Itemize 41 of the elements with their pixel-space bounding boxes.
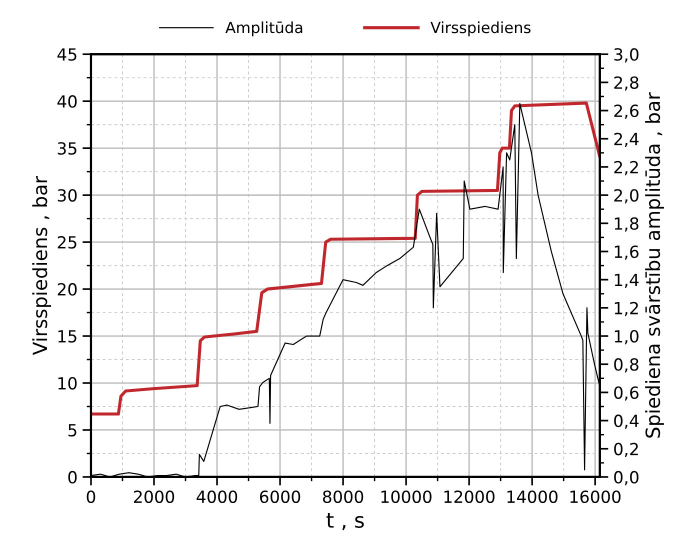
y-tick-label: 10 bbox=[58, 376, 77, 390]
x-tick-label: 0 bbox=[86, 490, 96, 504]
x-tick-label: 6000 bbox=[260, 490, 300, 504]
y2-tick-label: 2,4 bbox=[614, 132, 639, 148]
y2-axis-title: Spiediena svārstību amplitūda , bar bbox=[645, 92, 664, 438]
y2-tick-label: 0,4 bbox=[614, 414, 639, 429]
y2-tick-label: 2,8 bbox=[614, 76, 638, 91]
y-tick-label: 45 bbox=[57, 48, 76, 61]
x-tick-label: 4000 bbox=[196, 490, 238, 504]
y2-tick-label: 2,6 bbox=[614, 104, 639, 119]
y2-tick-label: 0,2 bbox=[614, 442, 638, 458]
legend-label: Virsspiediens bbox=[430, 21, 530, 36]
y2-tick-label: 0,6 bbox=[614, 386, 639, 401]
x-axis-title: t , s bbox=[326, 513, 364, 530]
y-tick-label: 25 bbox=[58, 236, 76, 249]
y2-tick-label: 1,2 bbox=[614, 302, 638, 316]
line-series bbox=[90, 102, 600, 416]
y2-tick-label: 2,2 bbox=[614, 160, 638, 176]
y-tick-label: 40 bbox=[57, 95, 77, 108]
x-tick-label: 14000 bbox=[507, 490, 558, 504]
y-tick-label: 5 bbox=[68, 424, 76, 437]
legend-label: Amplitūda bbox=[225, 21, 302, 36]
y2-tick-label: 0,8 bbox=[614, 358, 638, 372]
x-tick-label: 16000 bbox=[570, 490, 621, 504]
y2-tick-label: 1,6 bbox=[614, 245, 639, 260]
x-tick-label: 12000 bbox=[444, 490, 494, 504]
y2-tick-label: 1,8 bbox=[614, 217, 638, 232]
x-tick-label: 2000 bbox=[134, 490, 174, 504]
y-tick-label: 15 bbox=[58, 330, 76, 343]
y2-tick-label: 1,4 bbox=[614, 274, 639, 288]
y2-tick-label: 3,0 bbox=[614, 48, 638, 62]
y-tick-label: 30 bbox=[58, 189, 77, 202]
x-tick-label: 10000 bbox=[381, 490, 432, 504]
y-axis-title: Virsspiediens , bar bbox=[32, 176, 52, 356]
y-tick-label: 20 bbox=[58, 283, 77, 296]
y2-tick-label: 0,0 bbox=[614, 470, 638, 486]
y-tick-label: 35 bbox=[58, 142, 76, 155]
y2-tick-label: 1,0 bbox=[614, 330, 638, 344]
y-tick-label: 0 bbox=[68, 470, 77, 484]
y2-tick-label: 2,0 bbox=[614, 189, 638, 204]
x-tick-label: 8000 bbox=[322, 490, 364, 504]
